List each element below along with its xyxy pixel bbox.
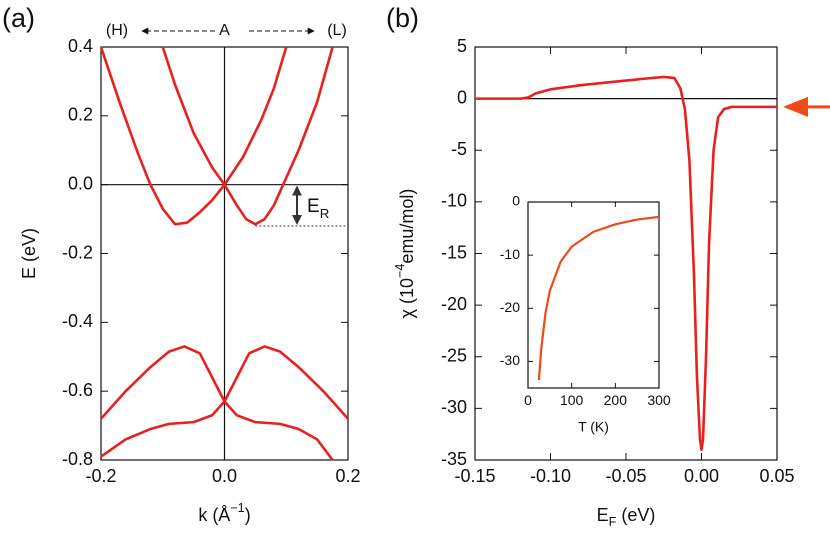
y-axis-label-script: −4 [393, 264, 407, 278]
direction-label: (L) [327, 22, 347, 39]
y-tick-label: 0 [512, 193, 520, 209]
y-axis-label-part: emu/mol) [397, 189, 417, 264]
y-tick-label: 5 [457, 36, 467, 56]
y-tick-label: 0.0 [68, 173, 93, 193]
direction-label: A [219, 22, 230, 39]
x-axis-label-script: −1 [230, 501, 244, 515]
x-tick-label: 0.0 [212, 466, 237, 486]
y-tick-label: -35 [441, 449, 467, 469]
curve [100, 345, 334, 461]
y-axis-label: χ (10−4emu/mol) [393, 189, 416, 319]
x-axis-label-part: k (Å [198, 505, 230, 525]
x-tick-label: 100 [560, 392, 584, 408]
x-tick-label: -0.10 [530, 466, 571, 486]
curve [537, 215, 660, 381]
x-axis-label-part: (eV) [616, 505, 655, 525]
x-axis-label-part: E [597, 505, 609, 525]
x-tick-label: 200 [604, 392, 628, 408]
direction-label: (H) [106, 22, 128, 39]
y-tick-label: -5 [451, 139, 467, 159]
energy-label: ER [307, 196, 329, 221]
panel-label: (b) [386, 3, 419, 33]
x-axis-label: T (K) [578, 419, 609, 435]
curve [161, 46, 334, 226]
y-tick-label: -30 [441, 397, 467, 417]
y-tick-label: -15 [441, 242, 467, 262]
x-tick-label: -0.15 [454, 466, 495, 486]
x-tick-label: 0.05 [759, 466, 794, 486]
curve [100, 345, 349, 458]
x-axis-label: k (Å−1) [198, 501, 250, 524]
asymptote-arrow-head [783, 96, 808, 117]
y-axis-label-part: χ (10 [397, 278, 417, 318]
y-tick-label: 0 [457, 87, 467, 107]
y-tick-label: -0.8 [62, 449, 93, 469]
y-tick-label: -0.2 [62, 242, 93, 262]
y-tick-label: -0.6 [62, 380, 93, 400]
panel-label: (a) [2, 3, 35, 33]
x-axis-label: EF (eV) [597, 505, 656, 530]
y-tick-label: -20 [500, 299, 520, 315]
y-tick-label: -10 [500, 246, 520, 262]
x-tick-label: -0.2 [85, 466, 116, 486]
energy-label-part: E [307, 196, 320, 217]
x-tick-label: 0 [524, 392, 532, 408]
x-tick-label: 0.00 [684, 466, 719, 486]
curve [475, 75, 777, 451]
y-tick-label: -10 [441, 191, 467, 211]
plot-frame [527, 201, 660, 389]
x-axis-label-script: F [609, 515, 617, 529]
y-tick-label: 0.4 [68, 36, 93, 56]
energy-label-script: R [320, 206, 330, 221]
y-tick-label: -0.4 [62, 311, 93, 331]
x-tick-label: -0.05 [605, 466, 646, 486]
y-tick-label: -30 [500, 352, 520, 368]
y-tick-label: -25 [441, 346, 467, 366]
y-tick-label: -20 [441, 294, 467, 314]
x-tick-label: 300 [647, 392, 671, 408]
y-tick-label: 0.2 [68, 105, 93, 125]
y-axis-label: E (eV) [19, 228, 39, 279]
curve [99, 46, 288, 226]
x-tick-label: 0.2 [335, 466, 360, 486]
x-axis-label-part: ) [245, 505, 251, 525]
